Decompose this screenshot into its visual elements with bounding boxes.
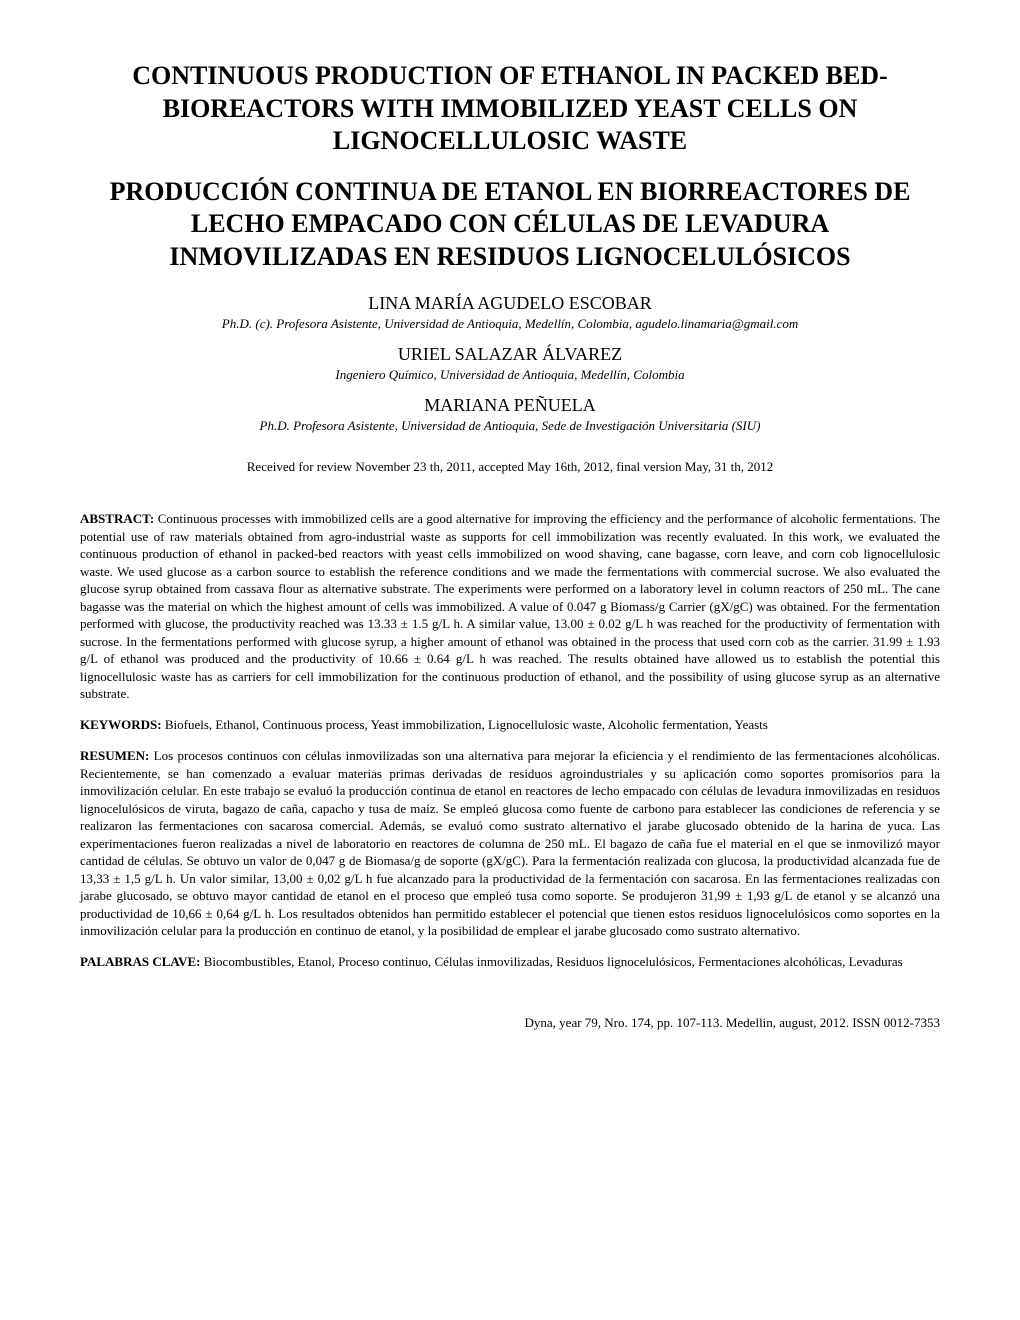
title-spanish: PRODUCCIÓN CONTINUA DE ETANOL EN BIORREA… [80, 176, 940, 274]
palabras-clave-label: PALABRAS CLAVE: [80, 954, 201, 969]
author-1-name: LINA MARÍA AGUDELO ESCOBAR [80, 293, 940, 314]
abstract-text: Continuous processes with immobilized ce… [80, 511, 940, 701]
keywords-label: KEYWORDS: [80, 717, 162, 732]
resumen-text: Los procesos continuos con células inmov… [80, 748, 940, 938]
author-2-affiliation: Ingeniero Químico, Universidad de Antioq… [80, 367, 940, 383]
title-english: CONTINUOUS PRODUCTION OF ETHANOL IN PACK… [80, 60, 940, 158]
palabras-clave-text: Biocombustibles, Etanol, Proceso continu… [201, 954, 903, 969]
resumen-label: RESUMEN: [80, 748, 149, 763]
journal-footer: Dyna, year 79, Nro. 174, pp. 107-113. Me… [80, 1015, 940, 1031]
review-dates: Received for review November 23 th, 2011… [80, 459, 940, 475]
author-3-affiliation: Ph.D. Profesora Asistente, Universidad d… [80, 418, 940, 434]
resumen-section: RESUMEN: Los procesos continuos con célu… [80, 747, 940, 940]
author-2-name: URIEL SALAZAR ÁLVAREZ [80, 344, 940, 365]
abstract-section: ABSTRACT: Continuous processes with immo… [80, 510, 940, 703]
keywords-section: KEYWORDS: Biofuels, Ethanol, Continuous … [80, 717, 940, 733]
abstract-label: ABSTRACT: [80, 511, 154, 526]
keywords-text: Biofuels, Ethanol, Continuous process, Y… [162, 717, 768, 732]
author-1-affiliation: Ph.D. (c). Profesora Asistente, Universi… [80, 316, 940, 332]
palabras-clave-section: PALABRAS CLAVE: Biocombustibles, Etanol,… [80, 954, 940, 970]
author-3-name: MARIANA PEÑUELA [80, 395, 940, 416]
